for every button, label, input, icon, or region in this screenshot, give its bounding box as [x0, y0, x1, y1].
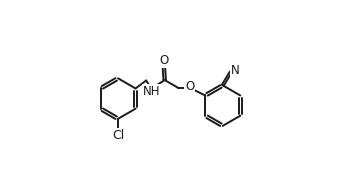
Text: NH: NH: [143, 85, 160, 98]
Text: N: N: [231, 64, 239, 77]
Text: Cl: Cl: [112, 129, 124, 142]
Text: O: O: [159, 54, 169, 67]
Text: O: O: [185, 80, 194, 93]
